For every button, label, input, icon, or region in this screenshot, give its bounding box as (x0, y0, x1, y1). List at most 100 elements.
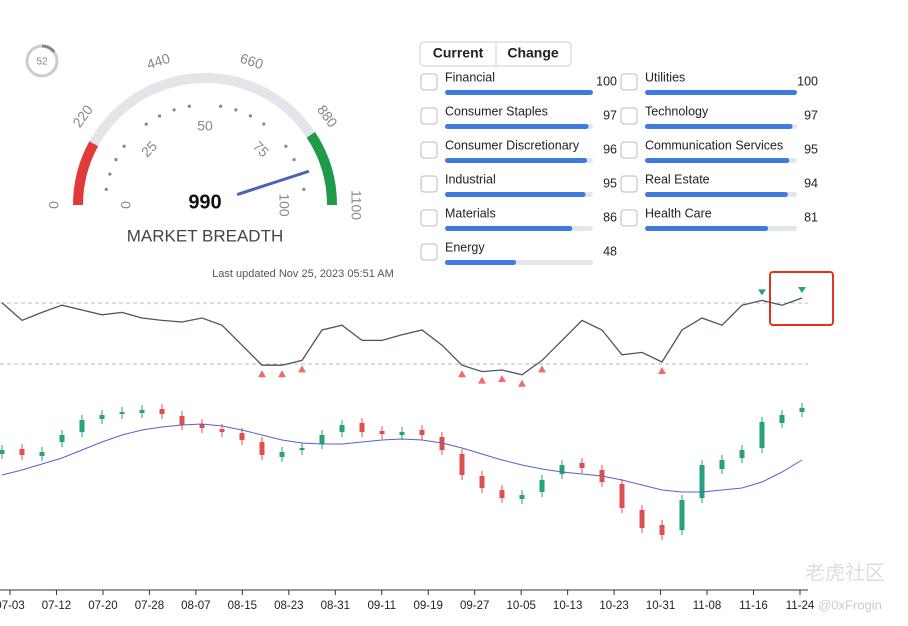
candle-body (39, 452, 45, 456)
checkbox[interactable] (620, 209, 638, 227)
checkbox[interactable] (420, 73, 438, 91)
gauge-dot (234, 108, 238, 112)
tab[interactable]: Change (507, 45, 559, 61)
candle-body (19, 449, 25, 455)
sector-value: 81 (804, 210, 818, 224)
signal-down (278, 370, 286, 378)
x-tick-label: 07-28 (135, 600, 164, 612)
x-tick-label: 11-24 (786, 600, 815, 612)
sector-name: Utilities (645, 70, 685, 84)
gauge-outer-label: 1100 (348, 190, 364, 220)
x-tick-label: 10-31 (646, 600, 675, 612)
sector-value: 100 (596, 74, 617, 88)
gauge-dot (104, 187, 108, 191)
bar (445, 90, 593, 95)
bar (445, 192, 586, 197)
candle-body (239, 433, 245, 440)
sector-name: Consumer Discretionary (445, 138, 580, 152)
sector-value: 94 (804, 176, 818, 190)
candle-body (79, 420, 85, 432)
candle-body (659, 525, 665, 535)
gauge-outer-label: 880 (314, 102, 341, 130)
gauge-outer-label: 440 (145, 50, 172, 73)
candle-body (419, 430, 425, 435)
gauge-dot (284, 144, 288, 148)
candle-body (179, 416, 185, 425)
gauge-dot (248, 114, 252, 118)
gauge-dot (219, 104, 223, 108)
bar (445, 226, 573, 231)
checkbox[interactable] (620, 107, 638, 125)
gauge-dot (292, 158, 296, 162)
candle-body (699, 465, 705, 498)
gauge-inner-label: 25 (138, 138, 160, 160)
x-tick-label: 10-05 (506, 600, 535, 612)
checkbox[interactable] (620, 175, 638, 193)
checkbox[interactable] (420, 175, 438, 193)
candle-body (539, 480, 545, 492)
candle-body (679, 500, 685, 530)
x-tick-label: 08-23 (274, 600, 303, 612)
candle-body (399, 432, 405, 435)
x-tick-label: 07-03 (0, 600, 25, 612)
candle-body (219, 429, 225, 432)
gauge-needle (236, 170, 310, 196)
badge-arc (41, 44, 56, 53)
signal-up (758, 289, 766, 296)
gauge-inner-label: 75 (250, 138, 272, 160)
x-tick-label: 08-31 (321, 600, 350, 612)
checkbox[interactable] (420, 243, 438, 261)
x-tick-label: 10-13 (553, 600, 582, 612)
x-tick-label: 07-20 (88, 600, 117, 612)
checkbox[interactable] (420, 107, 438, 125)
gauge-dot (302, 187, 306, 191)
gauge-dot (108, 172, 112, 176)
checkbox[interactable] (620, 141, 638, 159)
candle-body (519, 495, 525, 499)
bar (645, 124, 793, 129)
sector-value: 95 (603, 176, 617, 190)
breadth-line (1, 297, 803, 376)
x-tick-label: 09-11 (367, 600, 396, 612)
sector-value: 97 (603, 108, 617, 122)
gauge-inner-label: 50 (197, 118, 213, 134)
sector-name: Technology (645, 104, 709, 118)
signal-down (298, 365, 306, 373)
badge: 52 (36, 57, 48, 68)
x-tick-label: 09-27 (460, 600, 489, 612)
gauge-dot (262, 122, 266, 126)
checkbox[interactable] (420, 141, 438, 159)
checkbox[interactable] (620, 73, 638, 91)
candle-body (159, 409, 165, 414)
bar (645, 90, 797, 95)
signal-down (478, 376, 486, 384)
updated: Last updated Nov 25, 2023 05:51 AM (212, 268, 394, 280)
watermark: 老虎社区 (805, 561, 885, 584)
candle-body (139, 410, 145, 413)
gauge-track (73, 73, 337, 206)
gauge-outer-label: 0 (46, 201, 62, 209)
gauge-dot (172, 108, 176, 112)
x-tick-label: 07-12 (42, 600, 71, 612)
sector-name: Health Care (645, 206, 712, 220)
bar (445, 260, 517, 265)
candle-body (259, 442, 265, 455)
candle-body (779, 415, 785, 423)
candle-body (759, 422, 765, 448)
gauge-band (306, 132, 337, 206)
signal-down (518, 379, 526, 387)
gauge-inner-label: 100 (276, 193, 292, 217)
bar (645, 192, 788, 197)
candle-body (119, 412, 125, 414)
candle-body (379, 431, 385, 434)
tab[interactable]: Current (433, 45, 484, 61)
candle-body (319, 435, 325, 444)
x-tick-label: 11-16 (739, 600, 768, 612)
checkbox[interactable] (420, 209, 438, 227)
candle-body (739, 450, 745, 458)
sector-name: Financial (445, 70, 495, 84)
signal-down (498, 375, 506, 382)
candle-body (279, 452, 285, 457)
gauge-dot (114, 158, 118, 162)
